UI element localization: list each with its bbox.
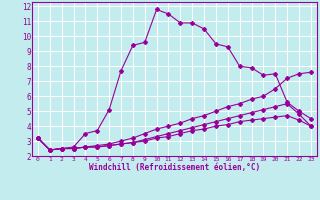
- X-axis label: Windchill (Refroidissement éolien,°C): Windchill (Refroidissement éolien,°C): [89, 163, 260, 172]
